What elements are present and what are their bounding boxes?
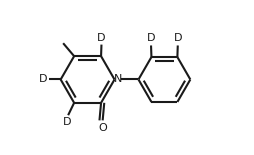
Text: N: N: [114, 75, 122, 84]
Text: D: D: [39, 75, 47, 84]
Text: O: O: [98, 123, 107, 133]
Text: D: D: [97, 33, 105, 43]
Text: D: D: [173, 33, 181, 43]
Text: D: D: [146, 33, 155, 43]
Text: D: D: [63, 117, 72, 127]
